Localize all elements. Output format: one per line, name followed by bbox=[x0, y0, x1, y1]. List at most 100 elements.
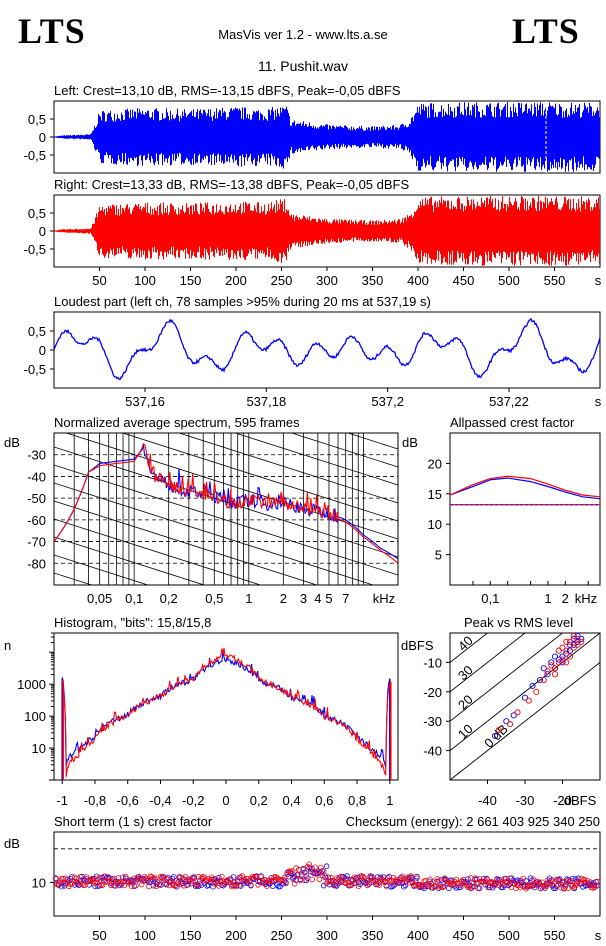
shortcrest-point-right bbox=[259, 879, 266, 886]
left-ytick-label: 0 bbox=[39, 130, 46, 145]
shortcrest-point-right bbox=[539, 879, 545, 886]
shortcrest-point-left bbox=[323, 863, 330, 869]
shortcrest-point-right bbox=[156, 882, 163, 888]
peakrms-frame bbox=[449, 632, 601, 781]
shortcrest-point-right bbox=[60, 875, 66, 882]
left-ytick-label: 0,5 bbox=[28, 112, 46, 127]
shortcrest-point-right bbox=[133, 882, 139, 889]
shortcrest-point-right bbox=[569, 883, 576, 889]
peakrms-point-left bbox=[566, 641, 574, 648]
shortcrest-point-left bbox=[414, 873, 420, 880]
shortcrest-point-right bbox=[149, 874, 155, 880]
shortcrest-point-right bbox=[415, 883, 422, 889]
right-ytick-label: -0,5 bbox=[24, 242, 46, 257]
spectrum-ytick-label: -70 bbox=[27, 535, 46, 550]
peakrms-diagonal-label: 40 bbox=[455, 633, 476, 654]
shortcrest-point-right bbox=[344, 876, 350, 882]
shortcrest-ytick-label: 10 bbox=[32, 875, 46, 890]
shortcrest-point-right bbox=[366, 879, 372, 886]
right-xtick-label: 150 bbox=[180, 273, 202, 288]
peakrms-point-left bbox=[566, 647, 574, 654]
spectrum-slant-line bbox=[54, 482, 375, 585]
shortcrest-point-right bbox=[556, 878, 563, 884]
shortcrest-point-right bbox=[226, 879, 232, 886]
shortcrest-point-right bbox=[434, 875, 441, 882]
shortcrest-point-right bbox=[513, 885, 519, 892]
shortcrest-point-right bbox=[402, 879, 409, 885]
shortcrest-point-right bbox=[524, 883, 531, 889]
shortcrest-point-left bbox=[274, 882, 280, 888]
shortcrest-point-right bbox=[188, 877, 195, 883]
shortcrest-point-right bbox=[412, 881, 419, 888]
shortcrest-point-right bbox=[258, 873, 264, 880]
shortcrest-point-right bbox=[466, 883, 473, 890]
shortcrest-point-right bbox=[534, 878, 541, 885]
shortcrest-point-right bbox=[106, 879, 113, 885]
shortcrest-point-right bbox=[460, 876, 467, 883]
shortcrest-point-right bbox=[322, 873, 329, 879]
shortcrest-point-right bbox=[348, 882, 355, 888]
spectrum-xtick-label: 1 bbox=[245, 591, 252, 606]
spectrum-frame bbox=[53, 432, 399, 586]
shortcrest-point-right bbox=[363, 879, 369, 886]
peakrms-point-left bbox=[548, 659, 555, 666]
shortcrest-point-right bbox=[462, 880, 468, 887]
shortcrest-point-right bbox=[453, 876, 460, 883]
peakrms-point-left bbox=[540, 665, 547, 672]
shortcrest-point-right bbox=[61, 880, 68, 887]
spectrum-xtick-label: 2 bbox=[280, 591, 287, 606]
shortcrest-point-right bbox=[587, 879, 593, 885]
peakrms-point-right bbox=[559, 656, 566, 663]
shortcrest-point-right bbox=[504, 878, 511, 885]
loudest-xunit: s bbox=[595, 394, 602, 409]
shortcrest-point-right bbox=[396, 880, 403, 886]
loudest-xtick-label: 537,16 bbox=[125, 394, 165, 409]
loudest-xtick-label: 537,2 bbox=[371, 394, 404, 409]
peakrms-xlabel: dBFS bbox=[564, 793, 597, 808]
loudest-ytick-label: 0 bbox=[39, 343, 46, 358]
shortcrest-point-left bbox=[562, 882, 569, 888]
crest-series-left bbox=[449, 477, 601, 500]
peakrms-point-left bbox=[503, 718, 510, 725]
loudest-waveform bbox=[53, 317, 601, 381]
shortcrest-point-right bbox=[594, 878, 601, 885]
shortcrest-point-right bbox=[283, 880, 289, 887]
shortcrest-point-right bbox=[104, 879, 110, 885]
peakrms-point-right bbox=[566, 653, 574, 660]
shortcrest-point-right bbox=[456, 881, 462, 887]
spectrum-slant-line bbox=[290, 433, 398, 468]
spectrum-xtick-label: 0,05 bbox=[87, 591, 112, 606]
shortcrest-point-right bbox=[564, 878, 570, 884]
crest-frame bbox=[449, 432, 601, 586]
peakrms-point-right bbox=[540, 676, 547, 684]
peakrms-point-left bbox=[559, 653, 566, 660]
peakrms-point-right bbox=[555, 647, 562, 654]
peakrms-point-right bbox=[559, 644, 566, 651]
shortcrest-point-right bbox=[406, 879, 413, 886]
peakrms-point-left bbox=[563, 650, 570, 657]
shortcrest-point-right bbox=[309, 876, 315, 883]
shortcrest-point-right bbox=[118, 878, 125, 885]
shortcrest-point-right bbox=[169, 881, 176, 887]
spectrum-slant-line bbox=[54, 500, 319, 585]
shortcrest-point-right bbox=[88, 877, 94, 883]
histogram-xtick-label: 1 bbox=[386, 793, 393, 808]
peakrms-point-left bbox=[574, 638, 581, 645]
shortcrest-ylabel: dB bbox=[4, 836, 20, 851]
peakrms-xtick-label: -30 bbox=[516, 793, 535, 808]
shortcrest-point-right bbox=[565, 885, 572, 891]
shortcrest-point-right bbox=[593, 882, 599, 889]
shortcrest-point-right bbox=[521, 884, 528, 890]
shortcrest-point-right bbox=[144, 878, 151, 884]
peakrms-point-left bbox=[510, 712, 517, 719]
histogram-ylabel: n bbox=[4, 638, 11, 653]
peakrms-point-right bbox=[544, 668, 551, 675]
histogram-xtick-label: -1 bbox=[56, 793, 68, 808]
shortcrest-point-right bbox=[63, 875, 69, 882]
shortcrest-title: Short term (1 s) crest factor bbox=[54, 814, 213, 829]
right-xtick-label: 200 bbox=[225, 273, 247, 288]
peakrms-point-right bbox=[570, 633, 577, 639]
spectrum-slant-line bbox=[54, 591, 398, 701]
shortcrest-point-left bbox=[277, 883, 283, 890]
